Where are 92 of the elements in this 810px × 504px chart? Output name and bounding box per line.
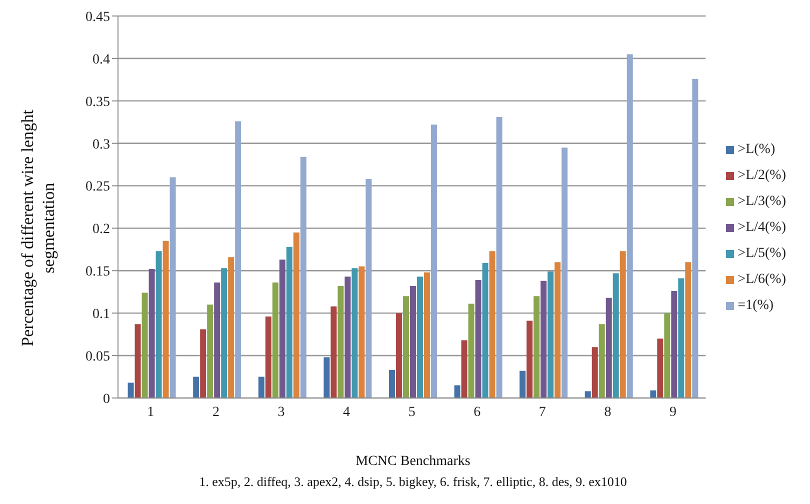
bar: [424, 272, 430, 398]
bar: [148, 268, 155, 398]
bar: [272, 282, 278, 398]
legend-label: >L/4(%): [738, 220, 786, 235]
legend-label: =1(%): [738, 298, 774, 313]
x-tick-label: 9: [670, 404, 677, 420]
bar: [344, 276, 351, 398]
x-tick-label: 5: [408, 404, 416, 420]
bar: [592, 347, 598, 398]
bar: [162, 240, 169, 398]
bar: [300, 156, 306, 398]
bar: [554, 262, 561, 398]
bar: [156, 251, 162, 398]
x-tick-label: 3: [278, 404, 285, 420]
legend-label: >L(%): [738, 142, 776, 157]
bar: [293, 232, 300, 398]
bar: [685, 262, 692, 398]
y-tick-label: 0.25: [86, 180, 110, 195]
bar: [620, 251, 626, 398]
bar: [548, 272, 554, 398]
bar: [324, 357, 330, 398]
bar: [366, 178, 372, 398]
y-tick-label: 0.3: [92, 137, 110, 152]
bar: [461, 340, 468, 398]
bar: [170, 177, 176, 398]
bar: [454, 385, 460, 398]
bar: [692, 78, 698, 398]
bar: [526, 320, 533, 398]
bar: [388, 370, 395, 398]
y-tick-label: 0.15: [86, 264, 110, 280]
bar: [584, 391, 591, 398]
bar: [358, 266, 365, 398]
legend-label: >L/6(%): [738, 272, 786, 287]
bar: [410, 286, 416, 398]
bar: [279, 260, 286, 398]
bar: [402, 296, 409, 398]
bar: [221, 268, 228, 398]
bar: [562, 148, 568, 398]
bar: [134, 324, 141, 398]
bar: [128, 382, 134, 398]
x-tick-label: 2: [212, 404, 220, 420]
bar: [489, 251, 496, 398]
x-tick-label: 6: [474, 404, 481, 420]
bar: [496, 117, 502, 398]
bar: [598, 324, 605, 398]
bar: [200, 329, 206, 398]
legend-label: >L/2(%): [738, 168, 786, 183]
bar: [214, 282, 220, 398]
bar: [671, 291, 678, 398]
bar: [330, 306, 337, 398]
y-tick-label: 0.45: [86, 10, 110, 25]
bar: [540, 280, 547, 398]
bar: [626, 54, 633, 398]
x-tick-label: 7: [538, 404, 546, 420]
bar: [207, 304, 214, 398]
bar: [258, 376, 264, 398]
y-tick-label: 0.05: [86, 350, 110, 365]
x-tick-label: 8: [604, 404, 612, 420]
bar: [416, 276, 423, 398]
bar: [338, 286, 344, 398]
y-tick-label: 0.35: [86, 94, 110, 110]
bar: [650, 390, 656, 398]
bar: [235, 121, 242, 398]
bar: [520, 370, 526, 398]
x-axis-title: MCNC Benchmarks: [354, 454, 472, 470]
y-tick-label: 0.1: [92, 307, 110, 322]
bar: [430, 124, 437, 398]
bar: [482, 263, 488, 398]
bar: [657, 338, 664, 398]
y-tick-label: 0.2: [92, 222, 110, 238]
y-tick-label: 0.4: [92, 52, 110, 68]
bar: [606, 298, 612, 398]
bar: [228, 257, 234, 398]
legend-label: >L/3(%): [738, 194, 786, 209]
bar: [612, 273, 619, 398]
x-tick-label: 1: [147, 404, 154, 420]
bar: [352, 268, 358, 398]
bar: [193, 376, 200, 398]
bar: [475, 280, 482, 398]
bar: [468, 304, 474, 398]
bar: [664, 313, 670, 398]
text: 1. ex5p, 2. diffeq, 3. apex2, 4. dsip, 5. bigkey, 6. frisk, 7. elliptic, 8. des, 9. ex1010: [198, 474, 628, 490]
bar: [396, 313, 402, 398]
y-axis-title: Percentage of different wire lenght segmentation: [17, 110, 59, 346]
bar: [142, 292, 148, 398]
y-tick-label: 0: [103, 392, 110, 407]
bar: [534, 296, 540, 398]
legend-label: >L/5(%): [738, 246, 786, 261]
bar: [286, 246, 292, 398]
x-tick-label: 4: [343, 404, 350, 420]
bar: [265, 316, 272, 398]
bar: [678, 278, 684, 398]
